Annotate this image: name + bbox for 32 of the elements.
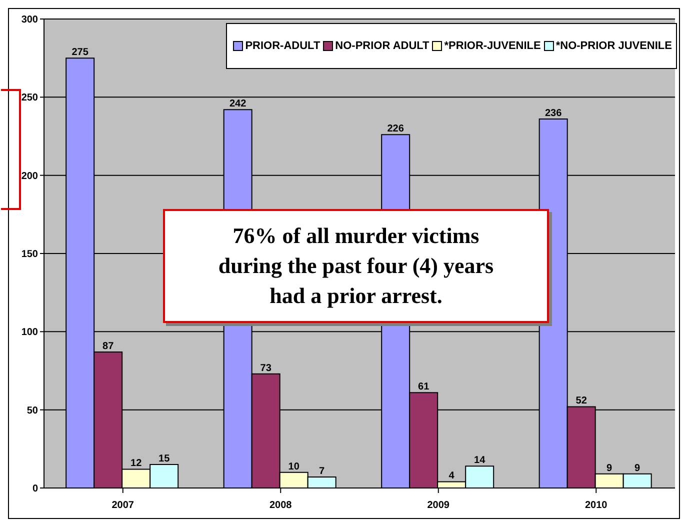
legend-label: *PRIOR-JUVENILE	[443, 40, 541, 52]
data-label: 73	[260, 362, 272, 374]
legend-label: NO-PRIOR ADULT	[334, 40, 430, 52]
callout-box: 76% of all murder victims during the past four (4) years had a prior arrest.	[163, 209, 549, 323]
y-tick-label: 150	[21, 249, 38, 260]
data-label: 242	[229, 98, 247, 110]
legend-label: *NO-PRIOR JUVENILE	[554, 40, 672, 52]
data-label: 236	[544, 108, 562, 120]
x-tick-label: 2007	[112, 500, 134, 512]
data-label: 14	[474, 455, 486, 466]
y-tick-label: 100	[21, 327, 38, 338]
data-label: 87	[102, 340, 114, 352]
data-label: 12	[130, 458, 142, 470]
data-label: 226	[387, 124, 404, 135]
data-label: 9	[606, 462, 613, 474]
x-tick-label: 2008	[270, 500, 292, 512]
data-label: 61	[418, 382, 430, 393]
x-tick-label: 2009	[427, 500, 450, 512]
y-tick-label: 300	[21, 14, 38, 26]
data-label: 52	[576, 396, 588, 407]
y-tick-label: 0	[32, 484, 38, 495]
x-tick-label: 2010	[585, 500, 608, 512]
legend-label: PRIOR-ADULT	[244, 40, 320, 52]
data-label: 275	[72, 47, 89, 58]
y-tick-label: 200	[21, 170, 38, 182]
data-label: 10	[288, 461, 300, 472]
data-label: 15	[158, 454, 170, 465]
data-label: 4	[448, 470, 455, 482]
y-tick-label: 250	[21, 92, 38, 104]
data-label: 7	[319, 466, 326, 478]
data-label: 9	[634, 462, 641, 474]
y-tick-label: 50	[26, 405, 38, 416]
